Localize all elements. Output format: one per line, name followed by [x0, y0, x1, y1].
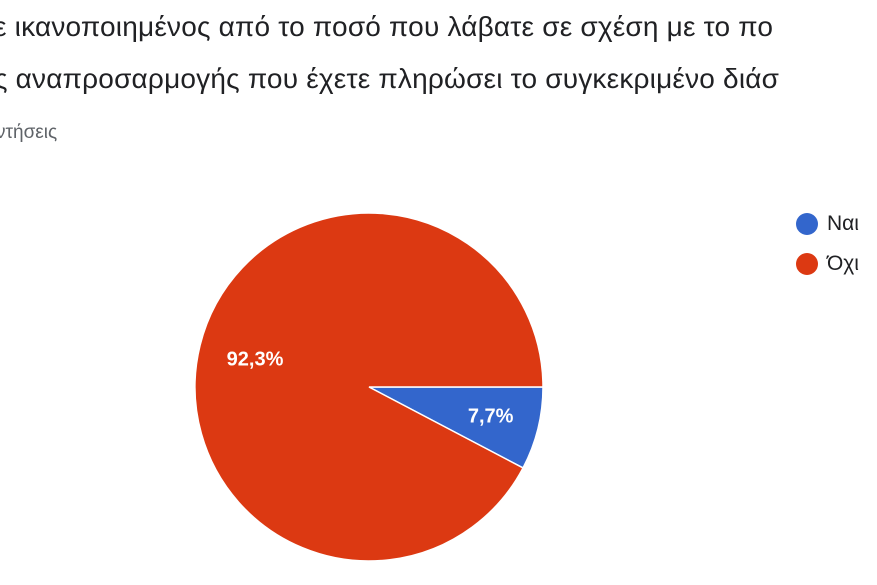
response-count-label: ντήσεις — [0, 122, 58, 143]
chart-legend: Ναι Όχι — [796, 208, 859, 288]
pie-slice-ochi[interactable] — [194, 212, 544, 562]
legend-label: Όχι — [827, 252, 859, 275]
chart-title-line-2: ς αναπροσαρμογής που έχετε πληρώσει το σ… — [0, 63, 780, 94]
legend-label: Ναι — [827, 212, 859, 235]
legend-color-dot — [796, 253, 818, 275]
legend-item-nai[interactable]: Ναι — [796, 208, 859, 240]
data-label-ochi: 92,3% — [227, 348, 284, 370]
data-label-nai: 7,7% — [468, 405, 514, 427]
legend-color-dot — [796, 213, 818, 235]
chart-title-line-1: ε ικανοποιημένος από το ποσό που λάβατε … — [0, 11, 774, 42]
legend-item-ochi[interactable]: Όχι — [796, 248, 859, 280]
